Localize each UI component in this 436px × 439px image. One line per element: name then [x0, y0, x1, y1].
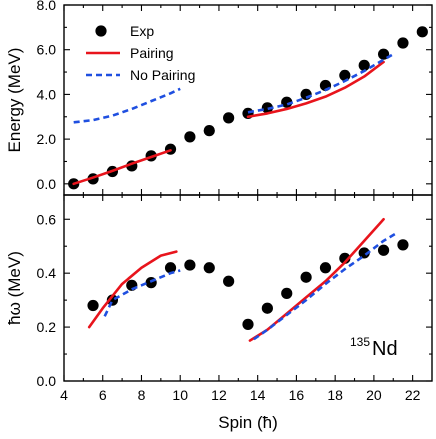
exp-data-point: [377, 244, 390, 256]
exp-data-point: [300, 271, 312, 283]
pairing-line-segment: [246, 60, 385, 119]
exp-data-point: [164, 262, 177, 274]
pairing-line-segment: [72, 148, 172, 186]
panel-top: 0.0 2.0 4.0 6.0 8.0 Energy (MeV): [5, 0, 433, 196]
no-pairing-line-segment: [253, 231, 398, 341]
exp-data-point: [87, 299, 99, 312]
y-tick-label: 0.6: [37, 211, 57, 227]
exp-data-point: [339, 69, 351, 82]
pairing-line-segment: [248, 217, 385, 342]
y-tick-label: 2.0: [37, 131, 57, 147]
x-tick-label: 12: [211, 387, 227, 403]
exp-data-point: [261, 102, 273, 114]
x-tick-label: 16: [289, 387, 305, 403]
x-tick-label: 6: [99, 387, 107, 403]
no-pairing-line-segment: [73, 87, 181, 124]
exp-data-point: [281, 96, 293, 108]
exp-data-point: [242, 318, 254, 330]
legend-label: Pairing: [130, 45, 174, 61]
exp-data-point: [300, 88, 312, 101]
exp-data-point: [358, 59, 370, 71]
y-tick-label: 0.0: [37, 176, 57, 192]
exp-data-point: [223, 275, 235, 287]
exp-data-point: [184, 131, 196, 143]
x-tick-label: 14: [250, 387, 266, 403]
y-tick-label: 0.0: [37, 373, 57, 389]
y-axis-title-top: Energy (MeV): [5, 48, 24, 153]
x-tick-label: 20: [366, 387, 382, 403]
no-pairing-line-segment: [103, 269, 181, 317]
exp-data-point: [223, 112, 235, 124]
x-tick-label: 22: [405, 387, 421, 403]
legend-label: No Pairing: [130, 67, 195, 83]
x-axis-title: Spin (ħ): [218, 413, 278, 432]
nucleus-mass-number: 135: [350, 335, 370, 349]
no-pairing-line-segment: [247, 53, 394, 114]
y-tick-label: 0.4: [37, 265, 57, 281]
legend-exp-marker: [95, 25, 107, 37]
exp-data-point: [319, 262, 332, 274]
y-axis-title-bottom: ħω (MeV): [5, 251, 24, 325]
exp-data-point: [281, 287, 293, 299]
x-tick-label: 8: [138, 387, 146, 403]
y-tick-label: 8.0: [37, 0, 57, 13]
exp-data-point: [358, 247, 370, 259]
y-tick-label: 4.0: [37, 86, 57, 102]
y-tick-label: 0.2: [37, 319, 57, 335]
plot-frame-bottom: [63, 194, 433, 382]
legend: Exp Pairing No Pairing: [86, 23, 195, 83]
nucleus-annotation: 135 Nd: [350, 335, 398, 360]
exp-data-point: [261, 302, 273, 314]
legend-label: Exp: [130, 23, 154, 39]
exp-data-point: [184, 259, 196, 271]
x-tick-label: 18: [327, 387, 343, 403]
y-tick-label: 6.0: [37, 42, 57, 58]
exp-data-point: [203, 125, 215, 137]
exp-data-point: [397, 37, 409, 49]
x-tick-label: 10: [172, 387, 188, 403]
pairing-line-segment: [87, 250, 178, 329]
exp-data-point: [416, 26, 428, 38]
plot-frame-top: [63, 4, 433, 196]
panel-bottom: 0.0 0.2 0.4 0.6 ħω (MeV): [5, 194, 433, 389]
nucleus-symbol: Nd: [372, 338, 398, 360]
exp-data-point: [397, 239, 409, 251]
exp-data-point: [203, 262, 215, 274]
x-tick-label: 4: [60, 387, 68, 403]
